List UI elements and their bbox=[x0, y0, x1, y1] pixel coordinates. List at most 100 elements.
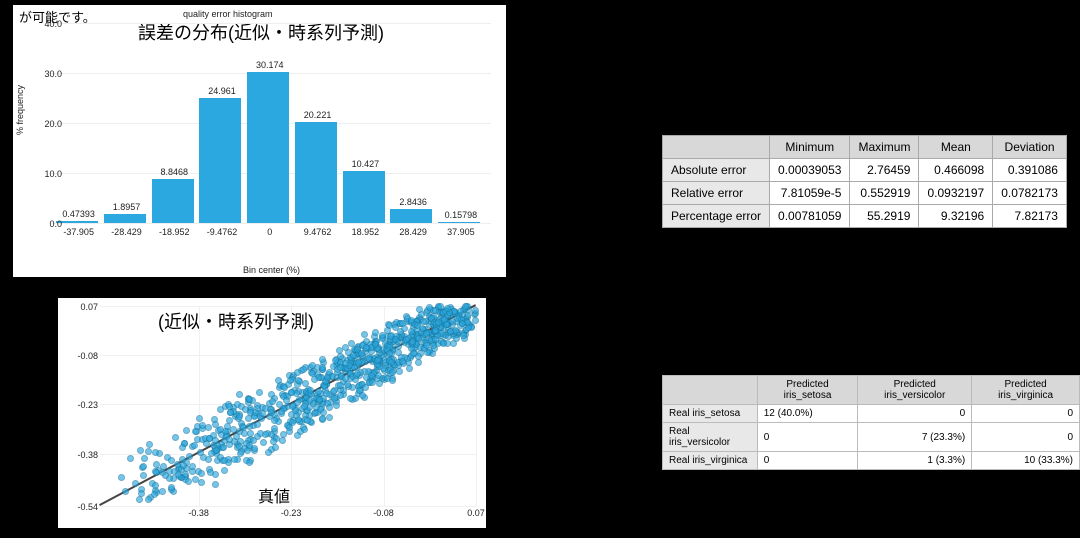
error-table-cell: 0.0782173 bbox=[993, 182, 1067, 205]
error-table-cell: 0.00781059 bbox=[770, 205, 850, 228]
error-table-header: Maximum bbox=[850, 136, 919, 159]
error-table-cell: 7.81059e-5 bbox=[770, 182, 850, 205]
scatter-xtick: 0.07 bbox=[461, 508, 491, 518]
scatter-point bbox=[236, 413, 243, 420]
scatter-point bbox=[236, 443, 243, 450]
scatter-point bbox=[268, 409, 275, 416]
scatter-point bbox=[345, 349, 352, 356]
histogram-xtick: 37.905 bbox=[434, 227, 487, 237]
scatter-point bbox=[300, 366, 307, 373]
confusion-table-cell: 0 bbox=[972, 405, 1080, 423]
scatter-point bbox=[221, 467, 228, 474]
scatter-point bbox=[212, 481, 219, 488]
error-table-rowheader: Percentage error bbox=[663, 205, 770, 228]
scatter-point bbox=[286, 424, 293, 431]
histogram-small-title: quality error histogram bbox=[183, 9, 273, 19]
scatter-point bbox=[151, 491, 158, 498]
scatter-point bbox=[415, 335, 422, 342]
error-table-rowheader: Relative error bbox=[663, 182, 770, 205]
confusion-table-rowheader: Real iris_versicolor bbox=[663, 423, 758, 452]
histogram-bar-label: 0.15798 bbox=[434, 210, 487, 220]
histogram-xtick: 9.4762 bbox=[291, 227, 344, 237]
histogram-plot-area: 0.47393-37.9051.8957-28.4298.8468-18.952… bbox=[51, 23, 491, 243]
scatter-xtick: -0.38 bbox=[184, 508, 214, 518]
scatter-point bbox=[304, 417, 311, 424]
histogram-ytick: 0.0 bbox=[32, 219, 62, 229]
scatter-point bbox=[423, 342, 430, 349]
scatter-point bbox=[212, 421, 219, 428]
scatter-point bbox=[365, 355, 372, 362]
scatter-point bbox=[183, 427, 190, 434]
scatter-point bbox=[198, 479, 205, 486]
scatter-ytick: -0.54 bbox=[68, 502, 98, 512]
scatter-truth-label: 真値 bbox=[258, 483, 290, 507]
scatter-point bbox=[217, 406, 224, 413]
scatter-point bbox=[226, 417, 233, 424]
scatter-point bbox=[460, 332, 467, 339]
scatter-ytick: -0.23 bbox=[68, 400, 98, 410]
histogram-bar-label: 2.8436 bbox=[386, 197, 439, 207]
scatter-point bbox=[283, 397, 290, 404]
scatter-point bbox=[472, 307, 479, 314]
confusion-table-header bbox=[663, 376, 758, 405]
scatter-point bbox=[311, 376, 318, 383]
scatter-point bbox=[231, 456, 238, 463]
error-table-rowheader: Absolute error bbox=[663, 159, 770, 182]
scatter-point bbox=[191, 442, 198, 449]
scatter-point bbox=[376, 380, 383, 387]
error-table-cell: 2.76459 bbox=[850, 159, 919, 182]
scatter-point bbox=[207, 469, 214, 476]
scatter-point bbox=[387, 333, 394, 340]
confusion-table-cell: 0 bbox=[757, 423, 858, 452]
scatter-point bbox=[337, 382, 344, 389]
scatter-point bbox=[247, 409, 254, 416]
scatter-point bbox=[260, 439, 267, 446]
confusion-table-cell: 0 bbox=[858, 405, 972, 423]
histogram-xlabel: Bin center (%) bbox=[243, 265, 300, 275]
scatter-point bbox=[331, 395, 338, 402]
histogram-ytick: 30.0 bbox=[32, 69, 62, 79]
histogram-ytick: 10.0 bbox=[32, 169, 62, 179]
histogram-bar-label: 1.8957 bbox=[100, 202, 153, 212]
error-table-cell: 0.552919 bbox=[850, 182, 919, 205]
error-table-header: Mean bbox=[919, 136, 993, 159]
scatter-point bbox=[396, 368, 403, 375]
scatter-point bbox=[453, 335, 460, 342]
error-table-cell: 0.00039053 bbox=[770, 159, 850, 182]
scatter-point bbox=[159, 488, 166, 495]
histogram-panel: が可能です。 quality error histogram 誤差の分布(近似・… bbox=[13, 5, 506, 277]
scatter-point bbox=[172, 434, 179, 441]
scatter-point bbox=[447, 328, 454, 335]
histogram-bar-label: 20.221 bbox=[291, 110, 344, 120]
scatter-point bbox=[374, 357, 381, 364]
scatter-point bbox=[415, 359, 422, 366]
scatter-point bbox=[185, 478, 192, 485]
scatter-point bbox=[323, 390, 330, 397]
scatter-point bbox=[472, 317, 479, 324]
scatter-point bbox=[166, 475, 173, 482]
scatter-point bbox=[326, 414, 333, 421]
histogram-xtick: 0 bbox=[243, 227, 296, 237]
scatter-xtick: -0.23 bbox=[276, 508, 306, 518]
histogram-bar bbox=[56, 221, 98, 223]
scatter-point bbox=[279, 437, 286, 444]
scatter-point bbox=[408, 317, 415, 324]
scatter-point bbox=[440, 340, 447, 347]
error-table-cell: 9.32196 bbox=[919, 205, 993, 228]
confusion-table-cell: 1 (3.3%) bbox=[858, 452, 972, 470]
histogram-bar bbox=[438, 222, 480, 223]
scatter-point bbox=[333, 402, 340, 409]
scatter-ytick: -0.38 bbox=[68, 450, 98, 460]
scatter-point bbox=[324, 374, 331, 381]
scatter-point bbox=[358, 350, 365, 357]
scatter-point bbox=[221, 457, 228, 464]
scatter-point bbox=[205, 424, 212, 431]
scatter-point bbox=[118, 474, 125, 481]
histogram-bar bbox=[104, 214, 146, 223]
histogram-ylabel: % frequency bbox=[15, 85, 25, 135]
histogram-bar-label: 30.174 bbox=[243, 60, 296, 70]
scatter-point bbox=[145, 496, 152, 503]
scatter-point bbox=[196, 415, 203, 422]
scatter-point bbox=[247, 430, 254, 437]
scatter-point bbox=[240, 424, 247, 431]
